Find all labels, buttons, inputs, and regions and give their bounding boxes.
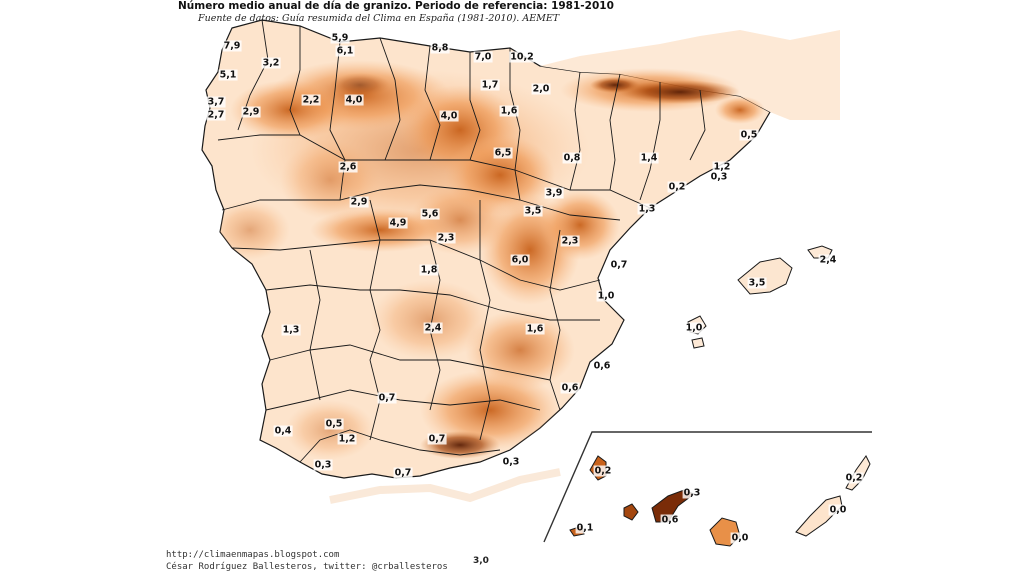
map-title: Número medio anual de día de granizo. Pe… — [178, 0, 614, 12]
map-value-label: 0,3 — [313, 459, 333, 471]
map-value-label: 0,3 — [709, 171, 729, 183]
map-value-label: 2,3 — [560, 235, 580, 247]
map-value-label: 0,4 — [273, 425, 293, 437]
map-subtitle: Fuente de datos: Guía resumida del Clima… — [198, 13, 560, 24]
map-value-label: 0,3 — [682, 487, 702, 499]
map-value-label: 0,5 — [739, 129, 759, 141]
map-value-label: 0,7 — [427, 433, 447, 445]
map-value-label: 0,2 — [844, 472, 864, 484]
map-value-label: 2,2 — [301, 94, 321, 106]
map-value-label: 0,1 — [575, 522, 595, 534]
pyrenees-region — [540, 30, 840, 124]
map-value-label: 6,0 — [510, 254, 530, 266]
map-value-label: 1,6 — [499, 105, 519, 117]
map-value-label: 1,2 — [337, 433, 357, 445]
map-value-label: 5,9 — [330, 32, 350, 44]
map-value-label: 0,8 — [562, 152, 582, 164]
map-value-label: 3,5 — [523, 205, 543, 217]
map-value-label: 2,9 — [241, 106, 261, 118]
map-value-label: 0,6 — [592, 360, 612, 372]
map-value-label: 4,9 — [388, 217, 408, 229]
north-africa-coast — [329, 468, 561, 504]
balearic-islands — [687, 245, 833, 349]
map-value-label: 1,7 — [480, 79, 500, 91]
map-value-label: 3,2 — [261, 57, 281, 69]
map-value-label: 8,8 — [430, 42, 450, 54]
map-value-label: 4,0 — [439, 110, 459, 122]
map-value-label: 1,4 — [639, 152, 659, 164]
iberian-peninsula — [201, 19, 771, 479]
map-value-label: 2,0 — [531, 83, 551, 95]
map-value-label: 0,7 — [377, 392, 397, 404]
map-value-label: 3,5 — [747, 277, 767, 289]
province-borders — [217, 19, 706, 463]
map-value-label: 2,7 — [206, 109, 226, 121]
map-value-label: 1,0 — [596, 290, 616, 302]
map-value-label: 0,7 — [609, 259, 629, 271]
map-value-label: 7,0 — [473, 51, 493, 63]
map-value-label: 2,3 — [436, 232, 456, 244]
map-value-label: 5,1 — [218, 69, 238, 81]
map-value-label: 6,1 — [335, 45, 355, 57]
map-value-label: 2,4 — [818, 254, 838, 266]
map-value-label: 4,0 — [344, 94, 364, 106]
map-value-label: 5,6 — [420, 208, 440, 220]
map-value-label: 6,5 — [493, 147, 513, 159]
map-value-label: 0,7 — [393, 467, 413, 479]
map-value-label: 0,5 — [324, 418, 344, 430]
map-value-label: 1,3 — [637, 203, 657, 215]
map-value-label: 1,8 — [419, 264, 439, 276]
scale-value: 3,0 — [473, 556, 489, 566]
map-value-label: 0,0 — [828, 504, 848, 516]
map-value-label: 1,6 — [525, 323, 545, 335]
map-value-label: 2,6 — [338, 161, 358, 173]
map-value-label: 3,7 — [206, 96, 226, 108]
credit-author: César Rodríguez Ballesteros, twitter: @c… — [166, 562, 448, 572]
map-value-label: 2,4 — [423, 322, 443, 334]
map-value-label: 1,3 — [281, 324, 301, 336]
map-value-label: 0,6 — [560, 382, 580, 394]
credit-url: http://climaenmapas.blogspot.com — [166, 550, 340, 560]
map-value-label: 0,0 — [730, 532, 750, 544]
map-value-label: 0,2 — [667, 181, 687, 193]
map-value-label: 7,9 — [222, 40, 242, 52]
map-value-label: 2,9 — [349, 196, 369, 208]
map-value-label: 3,9 — [544, 187, 564, 199]
map-value-label: 10,2 — [509, 51, 535, 63]
map-value-label: 0,6 — [660, 514, 680, 526]
map-value-label: 0,3 — [501, 456, 521, 468]
map-value-label: 1,2 — [712, 161, 732, 173]
map-value-label: 0,2 — [593, 465, 613, 477]
map-value-label: 1,0 — [684, 322, 704, 334]
